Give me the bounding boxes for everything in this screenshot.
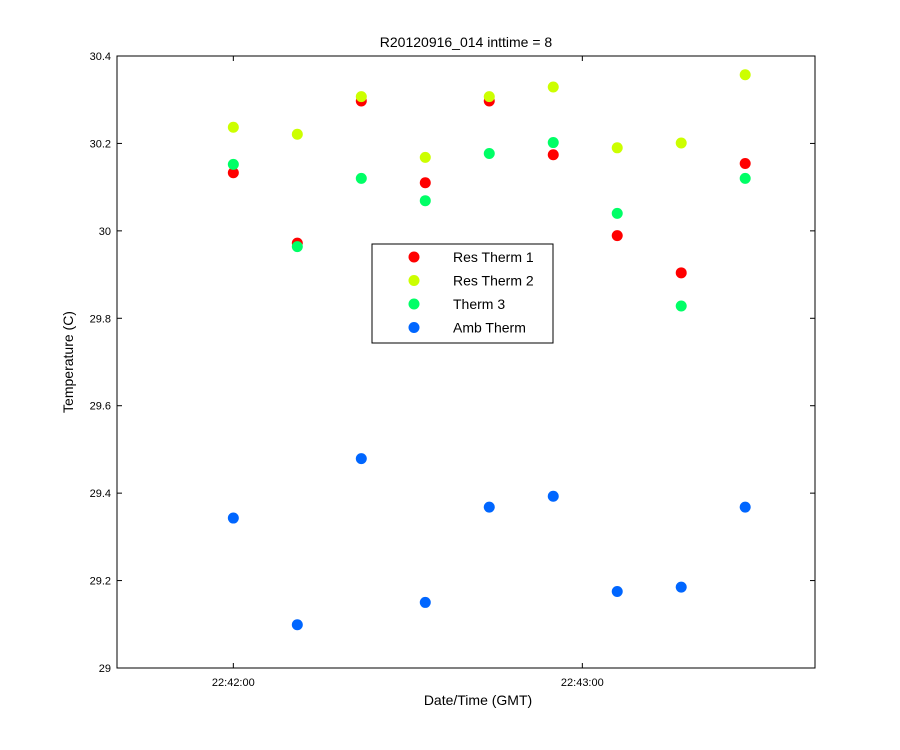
data-point-res-therm-1 (547, 149, 559, 161)
chart-title: R20120916_014 inttime = 8 (380, 34, 553, 50)
legend-marker-therm-3 (408, 298, 420, 310)
legend-label-amb-therm: Amb Therm (453, 320, 526, 336)
data-point-amb-therm (419, 596, 431, 608)
data-point-amb-therm (739, 501, 751, 513)
y-axis-label: Temperature (C) (60, 311, 76, 413)
x-axis-label: Date/Time (GMT) (424, 692, 532, 708)
data-point-amb-therm (675, 581, 687, 593)
data-point-res-therm-1 (611, 230, 623, 242)
data-point-therm-3 (483, 147, 495, 159)
data-point-res-therm-2 (547, 81, 559, 93)
legend-box (371, 243, 554, 344)
y-tick-label: 29.4 (90, 488, 111, 500)
data-point-therm-3 (291, 241, 303, 253)
data-point-res-therm-1 (419, 177, 431, 189)
y-tick-label: 30.2 (90, 138, 111, 150)
data-point-amb-therm (227, 512, 239, 524)
data-point-res-therm-2 (355, 91, 367, 103)
data-point-therm-3 (611, 207, 623, 219)
data-point-res-therm-2 (291, 128, 303, 140)
data-point-res-therm-2 (419, 151, 431, 163)
data-point-therm-3 (547, 137, 559, 149)
data-point-res-therm-1 (675, 267, 687, 279)
legend-label-therm-3: Therm 3 (453, 296, 505, 312)
legend-label-res-therm-1: Res Therm 1 (453, 249, 534, 265)
data-point-amb-therm (355, 453, 367, 465)
data-point-amb-therm (483, 501, 495, 513)
legend: Res Therm 1 Res Therm 2 Therm 3 Amb Therm (371, 243, 554, 344)
legend-label-res-therm-2: Res Therm 2 (453, 273, 534, 289)
plot-area (116, 55, 816, 669)
data-point-res-therm-2 (483, 91, 495, 103)
data-point-res-therm-1 (227, 167, 239, 179)
data-point-amb-therm (547, 490, 559, 502)
data-point-res-therm-2 (611, 142, 623, 154)
data-point-res-therm-2 (739, 69, 751, 81)
y-tick-label: 30.4 (90, 51, 111, 63)
x-tick-label: 22:42:00 (212, 677, 255, 689)
data-point-therm-3 (739, 172, 751, 184)
legend-marker-res-therm-1 (408, 251, 420, 263)
y-tick-label: 29.8 (90, 313, 111, 325)
legend-entries: Res Therm 1 Res Therm 2 Therm 3 Amb Therm (408, 249, 534, 336)
data-point-therm-3 (675, 300, 687, 312)
y-axis-ticks: 29 29.2 29.4 29.6 29.8 30 30.2 30.4 (90, 51, 815, 675)
data-point-therm-3 (419, 195, 431, 207)
data-point-therm-3 (355, 172, 367, 184)
y-tick-label: 29.6 (90, 401, 111, 413)
data-point-res-therm-2 (675, 137, 687, 149)
data-points (227, 69, 751, 631)
data-point-res-therm-1 (739, 158, 751, 170)
data-point-res-therm-2 (227, 121, 239, 133)
y-tick-label: 29 (99, 663, 111, 675)
x-axis-ticks: 22:42:00 22:43:00 (212, 56, 604, 689)
legend-marker-amb-therm (408, 322, 420, 333)
data-point-amb-therm (611, 586, 623, 597)
legend-marker-res-therm-2 (408, 275, 420, 286)
y-tick-label: 29.2 (90, 576, 111, 588)
y-tick-label: 30 (99, 226, 111, 238)
x-tick-label: 22:43:00 (561, 677, 604, 689)
data-point-amb-therm (291, 619, 303, 631)
data-point-therm-3 (227, 158, 239, 170)
